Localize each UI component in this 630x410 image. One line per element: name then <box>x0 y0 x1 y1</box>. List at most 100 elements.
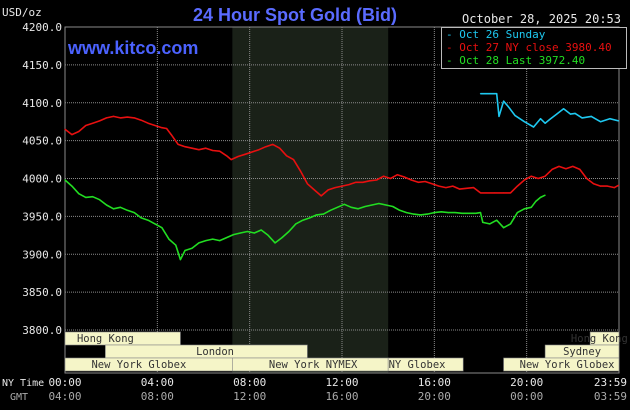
nymex-shaded-band <box>232 27 389 373</box>
data-point <box>551 168 553 170</box>
data-point <box>493 192 495 194</box>
data-point <box>503 100 505 102</box>
market-session-label: Hong Kong <box>571 333 628 345</box>
data-point <box>309 217 311 219</box>
timestamp: October 28, 2025 20:53 <box>462 12 621 26</box>
site-watermark: www.kitco.com <box>68 38 199 58</box>
x-tick-label-gmt: 04:00 <box>48 390 81 403</box>
data-point <box>376 179 378 181</box>
data-point <box>503 227 505 229</box>
data-point <box>479 212 482 214</box>
market-session-label: Hong Kong <box>77 333 134 345</box>
data-point <box>295 223 297 225</box>
data-point <box>105 204 108 206</box>
data-point <box>265 146 267 148</box>
data-point <box>244 153 246 155</box>
data-point <box>479 93 482 95</box>
data-point <box>161 227 163 229</box>
data-point <box>258 149 260 151</box>
data-point <box>496 93 498 95</box>
data-point <box>539 118 542 120</box>
data-point <box>336 206 338 208</box>
y-axis-unit-label: USD/oz <box>2 6 42 19</box>
data-point <box>286 155 288 157</box>
data-point <box>563 108 565 110</box>
y-tick-label: 4050.0 <box>22 135 62 148</box>
data-point <box>523 179 526 181</box>
data-point <box>357 208 359 210</box>
data-point <box>64 179 66 181</box>
data-point <box>558 165 560 167</box>
data-point <box>593 183 595 185</box>
legend-item-oct27: - Oct 27 NY close 3980.40 <box>442 41 626 54</box>
data-point <box>198 242 200 244</box>
x-tick-label-gmt: 00:00 <box>510 390 543 403</box>
data-point <box>537 177 539 180</box>
data-point <box>433 212 435 214</box>
legend-label-oct26: Oct 26 Sunday <box>459 28 546 41</box>
data-point <box>279 147 281 149</box>
legend-item-oct26: - Oct 26 Sunday <box>442 28 626 41</box>
data-point <box>133 212 135 214</box>
data-point <box>445 187 447 189</box>
data-point <box>299 170 301 172</box>
data-point <box>320 195 322 197</box>
data-point <box>191 247 193 249</box>
data-point <box>288 230 290 233</box>
data-point <box>530 175 532 177</box>
y-tick-label: 4150.0 <box>22 59 62 72</box>
data-point <box>237 155 239 158</box>
data-point <box>606 185 609 187</box>
data-point <box>461 212 463 214</box>
data-point <box>327 189 329 191</box>
market-session-label: New York NYMEX <box>269 359 358 371</box>
data-point <box>424 180 426 183</box>
data-point <box>272 143 274 145</box>
data-point <box>267 234 269 236</box>
data-point <box>205 240 207 242</box>
data-point <box>322 213 325 215</box>
legend-swatch-oct27: - <box>446 41 453 54</box>
series-line-1 <box>480 92 619 128</box>
data-point <box>385 204 387 206</box>
data-point <box>105 117 108 119</box>
data-point <box>399 209 401 211</box>
x-tick-label-gmt: 16:00 <box>325 390 358 403</box>
data-point <box>473 187 475 189</box>
data-point <box>454 212 456 214</box>
data-point <box>126 116 128 118</box>
data-point <box>253 232 255 234</box>
data-point <box>166 127 168 130</box>
data-point <box>246 230 248 233</box>
data-point <box>617 120 620 122</box>
market-session-label: New York Globex <box>520 359 615 371</box>
x-tick-label-ny: 00:00 <box>48 376 81 389</box>
data-point <box>232 234 235 236</box>
data-point <box>191 147 193 149</box>
data-point <box>482 221 484 223</box>
data-point <box>313 189 315 191</box>
y-tick-label: 3900.0 <box>22 248 62 261</box>
data-point <box>251 151 253 153</box>
data-point <box>410 179 412 181</box>
data-point <box>205 147 207 149</box>
data-point <box>509 192 512 194</box>
data-point <box>523 208 526 210</box>
x-tick-label-ny: 08:00 <box>233 376 266 389</box>
data-point <box>556 113 558 115</box>
data-point <box>479 192 482 194</box>
x-tick-label-gmt: 12:00 <box>233 390 266 403</box>
data-point <box>496 219 498 221</box>
data-point <box>348 184 350 186</box>
data-point <box>274 242 276 244</box>
data-point <box>198 149 200 151</box>
y-tick-label: 4000.0 <box>22 173 62 186</box>
data-point <box>230 159 232 161</box>
data-point <box>302 219 304 221</box>
data-point <box>364 205 366 208</box>
data-point <box>147 122 149 124</box>
market-session-bar <box>503 357 620 372</box>
data-point <box>440 211 442 213</box>
x-tick-label-ny: 04:00 <box>141 376 174 389</box>
market-session-label: London <box>196 346 234 358</box>
